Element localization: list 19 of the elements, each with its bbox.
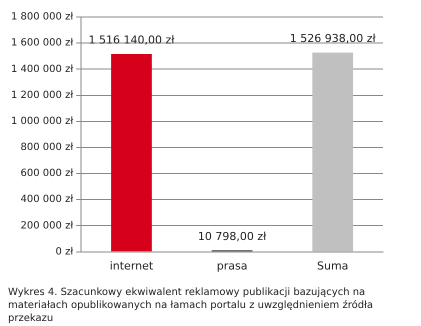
text: Wykres 4. Szacunkowy ekwiwalent reklamowy publikacji bazujących na materiałach opublikowanych na łamach portalu z uwzględnieniem źródła przekazu bbox=[8, 286, 374, 325]
y-tick-label: 1 000 000 zł bbox=[10, 116, 74, 127]
y-tick-label: 200 000 zł bbox=[20, 220, 74, 232]
x-tick-label: Suma bbox=[316, 259, 348, 272]
bar bbox=[312, 52, 354, 252]
y-tick-label: 1 800 000 zł bbox=[10, 12, 74, 23]
data-label: 1 526 938,00 zł bbox=[290, 32, 377, 45]
y-tick-label: 1 400 000 zł bbox=[10, 64, 74, 75]
y-tick-label: 0 zł bbox=[56, 246, 74, 258]
bar bbox=[111, 54, 152, 252]
x-tick-label: internet bbox=[110, 259, 154, 272]
y-tick-label: 1 600 000 zł bbox=[10, 38, 74, 49]
y-tick-label: 600 000 zł bbox=[20, 168, 74, 180]
y-tick-label: 800 000 zł bbox=[20, 142, 74, 154]
y-tick-label: 400 000 zł bbox=[20, 194, 74, 206]
y-tick-label: 1 200 000 zł bbox=[10, 90, 74, 101]
data-label: 10 798,00 zł bbox=[198, 230, 268, 243]
data-label: 1 516 140,00 zł bbox=[88, 33, 176, 46]
x-tick-label: prasa bbox=[216, 259, 248, 272]
